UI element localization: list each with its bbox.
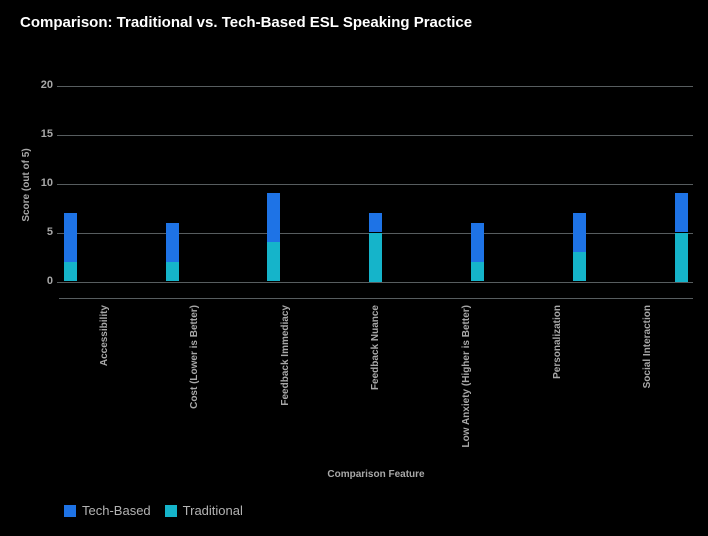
bar-segment-tech-based — [675, 193, 688, 233]
legend-swatch-icon — [164, 505, 177, 517]
bar-segment-tech-based — [369, 212, 383, 233]
x-tick-label: Social Interaction — [642, 305, 654, 389]
legend-swatch-icon — [64, 505, 76, 517]
bar-segment-tech-based — [471, 222, 485, 262]
bar-segment-traditional — [675, 232, 688, 282]
bar-segment-tech-based — [165, 222, 179, 262]
y-tick-label: 15 — [40, 128, 53, 140]
x-tick-label: Feedback Nuance — [370, 305, 382, 391]
x-axis-title: Comparison Feature — [327, 469, 425, 480]
gridline — [57, 183, 693, 185]
gridline — [57, 134, 693, 136]
bar-segment-traditional — [369, 232, 383, 282]
x-tick-label: Accessibility — [98, 305, 110, 367]
y-tick-label: 5 — [46, 226, 53, 238]
x-tick-label: Personalization — [551, 305, 563, 379]
y-tick-label: 20 — [40, 79, 53, 91]
x-axis-line — [59, 297, 693, 299]
bar-segment-traditional — [267, 242, 281, 282]
legend-item-tech-based[interactable]: Tech-Based — [64, 504, 151, 518]
legend-label: Tech-Based — [82, 503, 151, 518]
x-tick-label: Cost (Lower is Better) — [189, 305, 201, 409]
chart-title: Comparison: Traditional vs. Tech-Based E… — [20, 14, 473, 31]
y-tick-label: 0 — [46, 275, 53, 287]
x-tick-label: Feedback Immediacy — [279, 305, 291, 406]
bar-segment-tech-based — [573, 212, 587, 253]
legend: Tech-Based Traditional — [64, 504, 243, 518]
x-tick-label: Low Anxiety (Higher is Better) — [461, 305, 472, 448]
gridline — [57, 281, 693, 283]
bar-segment-traditional — [471, 261, 485, 282]
y-tick-label: 10 — [40, 177, 53, 189]
legend-item-traditional[interactable]: Traditional — [164, 503, 243, 518]
bar-segment-tech-based — [63, 212, 77, 262]
bar-segment-traditional — [573, 252, 587, 282]
bar-segment-tech-based — [267, 193, 281, 243]
bar-segment-traditional — [63, 261, 77, 282]
gridline — [57, 85, 693, 87]
legend-label: Traditional — [182, 503, 243, 518]
bar-segment-traditional — [165, 261, 179, 282]
